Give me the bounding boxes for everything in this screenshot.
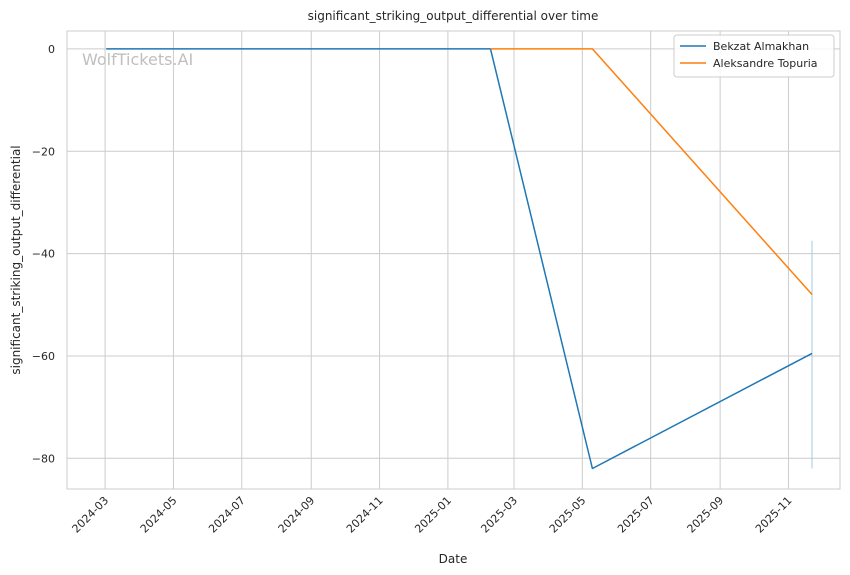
x-axis-label: Date	[439, 552, 468, 566]
plot-area	[66, 30, 841, 490]
y-tick-label: −40	[32, 248, 55, 261]
y-tick-label: −80	[32, 452, 55, 465]
grid	[67, 31, 840, 489]
y-tick-label: −20	[32, 145, 55, 158]
legend-label: Bekzat Almakhan	[713, 40, 809, 53]
x-tick-label: 2024-07	[206, 494, 248, 536]
series-line-2	[490, 48, 813, 295]
x-tick-label: 2025-09	[685, 494, 727, 536]
legend: Bekzat Almakhan Aleksandre Topuria	[673, 34, 835, 78]
x-tick-label: 2024-09	[276, 494, 318, 536]
y-tick-label: 0	[48, 43, 55, 56]
watermark: WolfTickets.AI	[82, 50, 193, 69]
y-axis: 0 −20 −40 −60 −80	[32, 43, 55, 465]
x-tick-label: 2025-03	[478, 494, 520, 536]
chart-title: significant_striking_output_differential…	[308, 9, 599, 23]
x-tick-label: 2025-11	[753, 494, 795, 536]
x-tick-label: 2024-03	[70, 494, 112, 536]
x-axis: 2024-03 2024-05 2024-07 2024-09 2024-11 2025-…	[70, 494, 795, 536]
series-line-1	[106, 48, 813, 470]
x-tick-label: 2024-11	[344, 494, 386, 536]
legend-box	[673, 34, 835, 78]
x-tick-label: 2024-05	[138, 494, 180, 536]
x-tick-label: 2025-01	[412, 494, 454, 536]
x-tick-label: 2025-05	[547, 494, 589, 536]
legend-label: Aleksandre Topuria	[713, 57, 818, 70]
x-tick-label: 2025-07	[615, 494, 657, 536]
y-axis-label: significant_striking_output_differential	[9, 145, 23, 374]
series-layer	[106, 48, 813, 470]
y-tick-label: −60	[32, 350, 55, 363]
